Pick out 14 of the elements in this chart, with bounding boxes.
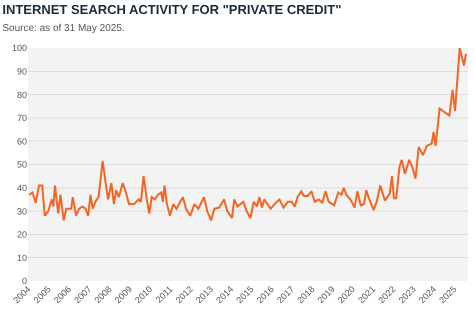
line-series — [28, 48, 467, 222]
y-tick-label: 30 — [16, 206, 27, 216]
y-tick-label: 20 — [16, 230, 27, 240]
y-tick-label: 40 — [16, 182, 27, 193]
y-tick-label: 50 — [16, 160, 27, 170]
chart-title: INTERNET SEARCH ACTIVITY FOR "PRIVATE CREDIT" — [2, 2, 342, 18]
y-tick-label: 80 — [16, 90, 27, 100]
y-tick-label: 90 — [16, 66, 27, 76]
source-note: Source: as of 31 May 2025. — [2, 23, 125, 34]
y-tick-label: 100 — [12, 43, 27, 54]
y-tick-label: 60 — [16, 136, 27, 146]
y-tick-label: 70 — [16, 113, 27, 124]
y-tick-label: 10 — [16, 252, 27, 263]
y-tick-label: 0 — [22, 276, 27, 286]
